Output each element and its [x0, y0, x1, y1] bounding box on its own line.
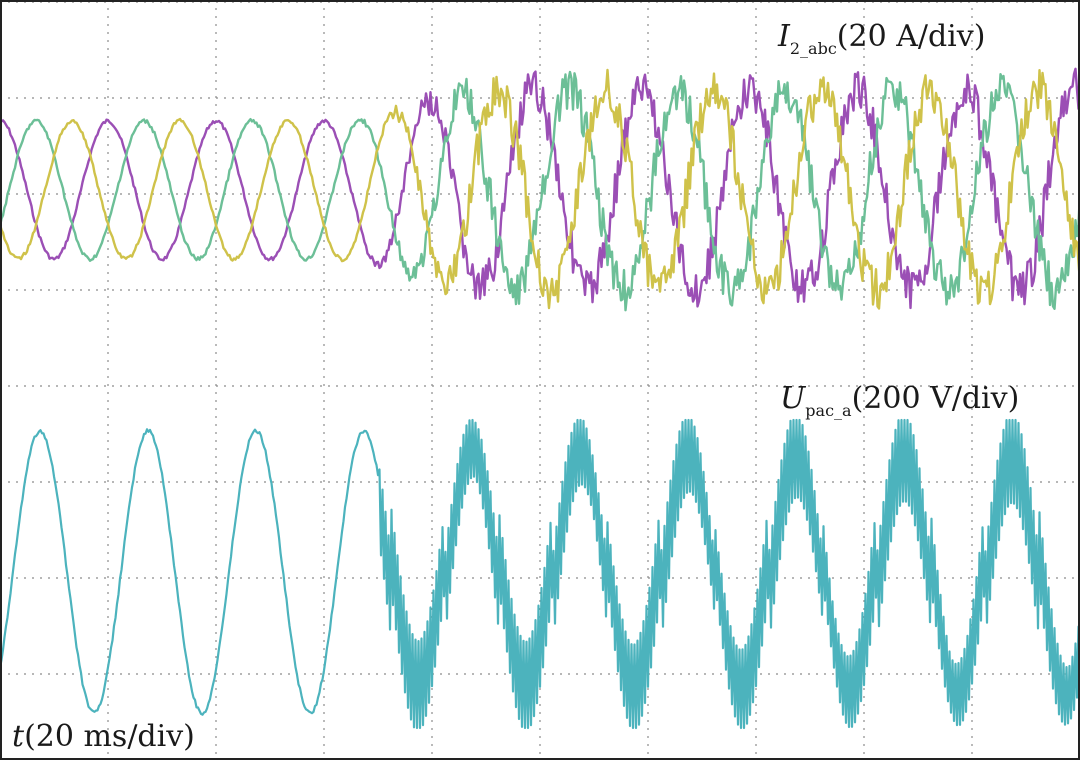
voltage-trace-phase-a — [0, 418, 1080, 730]
current-label-symbol: I — [777, 19, 791, 54]
voltage-label-symbol: U — [780, 381, 807, 416]
current-label-scale: (20 A/div) — [837, 19, 986, 54]
current-traces — [0, 67, 1080, 312]
current-label: I2_abc(20 A/div) — [777, 19, 985, 58]
voltage-label: Upac_a(200 V/div) — [780, 381, 1019, 420]
time-label: t(20 ms/div) — [12, 719, 195, 754]
time-label-symbol: t — [12, 719, 25, 754]
voltage-label-subscript: pac_a — [805, 401, 852, 420]
voltage-traces — [0, 418, 1080, 730]
current-trace-phase-c — [0, 68, 1080, 310]
current-label-subscript: 2_abc — [790, 39, 837, 58]
time-label-scale: (20 ms/div) — [24, 719, 195, 754]
voltage-label-scale: (200 V/div) — [852, 381, 1020, 416]
current-trace-phase-b — [0, 70, 1080, 312]
